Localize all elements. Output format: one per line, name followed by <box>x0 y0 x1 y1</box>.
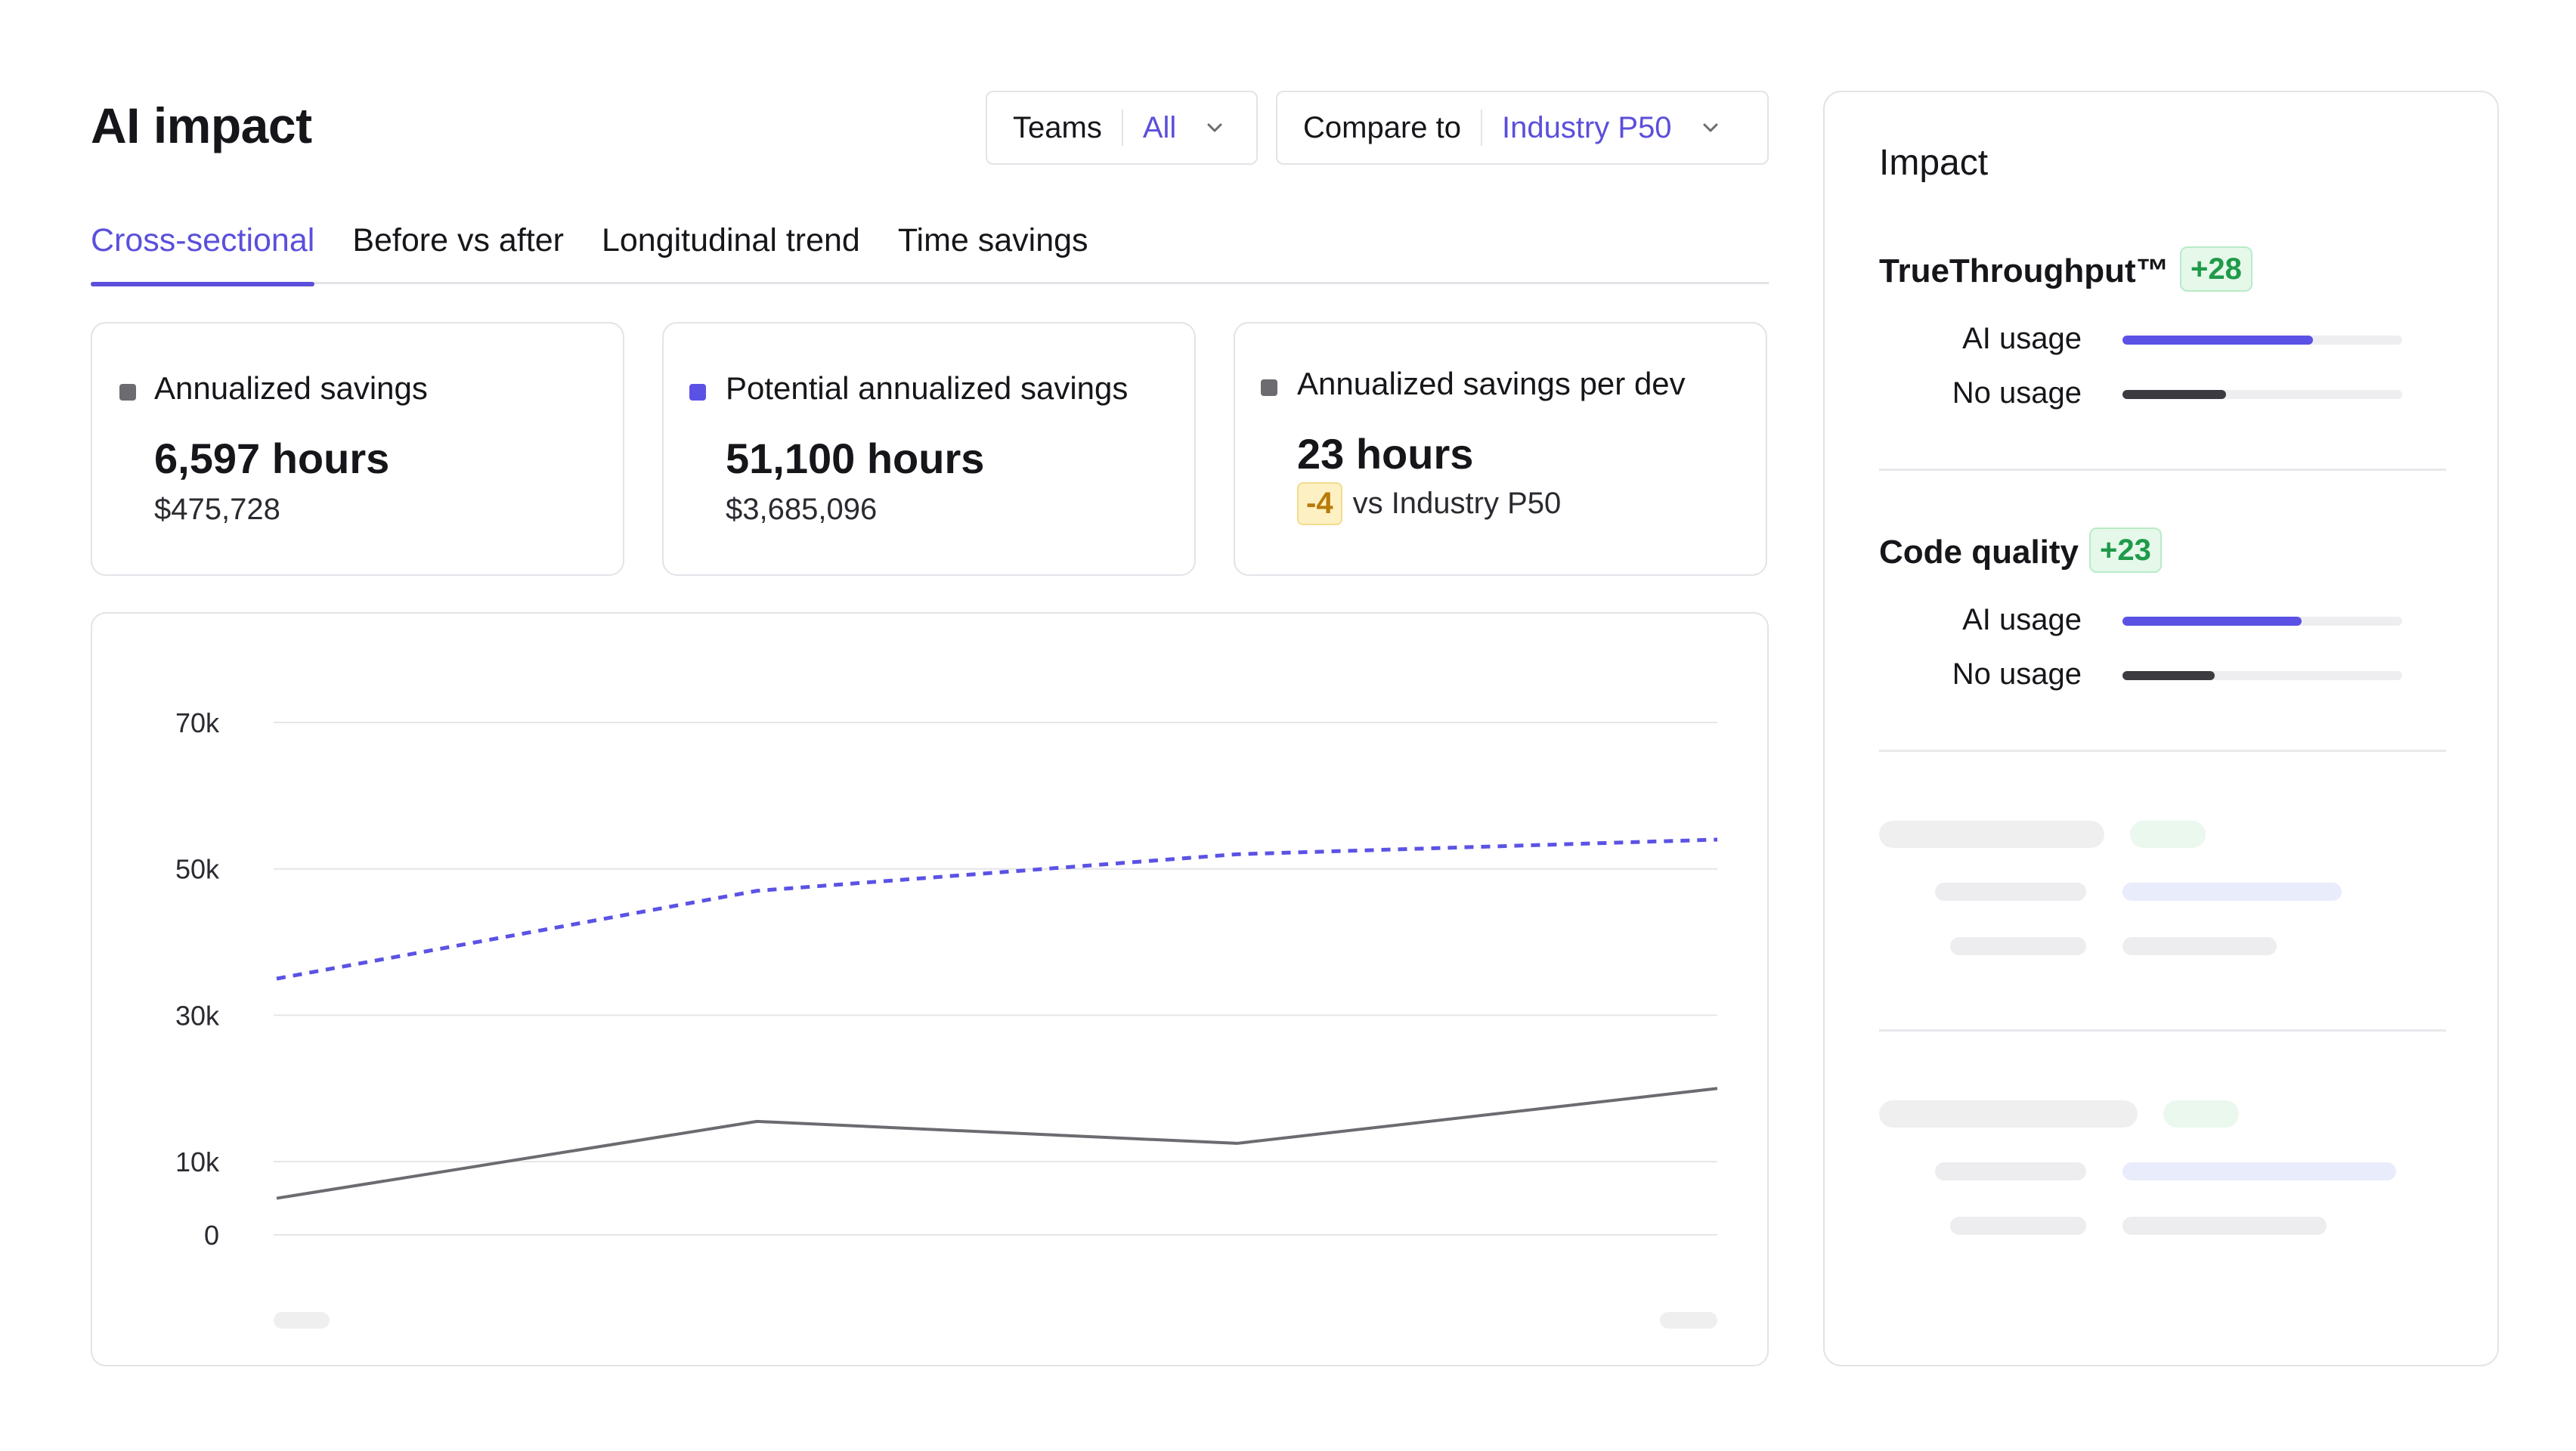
y-tick-label: 50k <box>175 854 220 885</box>
divider <box>1879 469 2446 471</box>
chevron-down-icon <box>1206 119 1223 136</box>
y-tick-label: 30k <box>175 1000 220 1031</box>
bar-fill <box>2122 671 2215 680</box>
y-tick-label: 0 <box>204 1220 219 1251</box>
teams-filter[interactable]: Teams All <box>986 91 1258 165</box>
card-comparison: -4 vs Industry P50 <box>1297 482 1561 525</box>
skeleton-placeholder <box>2130 821 2206 848</box>
no-usage-bar <box>2122 390 2402 399</box>
bar-label: AI usage <box>1962 603 2082 636</box>
delta-badge: -4 <box>1297 482 1342 525</box>
skeleton-placeholder <box>1879 821 2104 848</box>
card-value: 23 hours <box>1297 430 1474 478</box>
legend-marker <box>1261 379 1277 396</box>
bar-fill <box>2122 336 2313 345</box>
skeleton-placeholder <box>2163 1100 2239 1128</box>
compare-filter-value: Industry P50 <box>1501 110 1672 144</box>
savings-chart: 70k 50k 30k 10k 0 <box>91 612 1769 1366</box>
compare-filter[interactable]: Compare to Industry P50 <box>1276 91 1769 165</box>
tab-cross-sectional[interactable]: Cross-sectional <box>91 219 315 286</box>
card-label: Annualized savings per dev <box>1297 366 1686 401</box>
ai-usage-bar <box>2122 617 2402 626</box>
bar-label: AI usage <box>1962 322 2082 355</box>
tab-before-vs-after[interactable]: Before vs after <box>352 222 564 258</box>
annualized-savings-line <box>276 1087 1718 1200</box>
skeleton-placeholder <box>1935 883 2086 901</box>
x-tick-placeholder <box>1660 1312 1717 1329</box>
chart-canvas: 70k 50k 30k 10k 0 <box>175 707 1718 1329</box>
card-label: Potential annualized savings <box>726 370 1129 406</box>
skeleton-placeholder <box>1935 1162 2086 1180</box>
tab-time-savings[interactable]: Time savings <box>897 222 1088 258</box>
panel-title: Impact <box>1879 143 1989 183</box>
skeleton-placeholder <box>1950 1217 2086 1235</box>
no-usage-bar <box>2122 671 2402 680</box>
impact-panel: Impact TrueThroughput™ +28 AI usage No u… <box>1823 91 2499 1366</box>
skeleton-placeholder <box>1950 937 2086 955</box>
compare-filter-label: Compare to <box>1303 110 1461 144</box>
metric-delta-badge: +23 <box>2089 527 2162 573</box>
ai-usage-bar <box>2122 336 2402 345</box>
filter-separator <box>1121 110 1123 146</box>
metric-name-truethroughput: TrueThroughput™ <box>1879 252 2169 289</box>
savings-per-dev-card: Annualized savings per dev 23 hours -4 vs… <box>1234 322 1767 576</box>
legend-marker <box>689 384 706 401</box>
y-tick-label: 70k <box>175 707 220 738</box>
skeleton-placeholder <box>2122 937 2277 955</box>
view-tabs: Cross-sectional Before vs after Longitud… <box>91 219 1769 286</box>
filter-separator <box>1480 110 1482 146</box>
page-title: AI impact <box>91 97 312 153</box>
card-subvalue: $475,728 <box>154 493 280 526</box>
bar-fill <box>2122 390 2226 399</box>
card-value: 6,597 hours <box>154 435 390 482</box>
x-tick-placeholder <box>274 1312 330 1329</box>
metric-name-code-quality: Code quality <box>1879 534 2079 571</box>
skeleton-placeholder <box>2122 883 2342 901</box>
card-subvalue: $3,685,096 <box>726 493 878 526</box>
bar-label: No usage <box>1952 657 2082 691</box>
tab-longitudinal-trend[interactable]: Longitudinal trend <box>601 222 860 258</box>
comparison-label: vs Industry P50 <box>1352 487 1562 520</box>
skeleton-placeholder <box>2122 1217 2327 1235</box>
card-label: Annualized savings <box>154 370 428 406</box>
metric-delta-badge: +28 <box>2180 246 2252 292</box>
divider <box>1879 750 2446 752</box>
potential-savings-card: Potential annualized savings 51,100 hour… <box>662 322 1196 576</box>
chevron-down-icon <box>1702 119 1719 136</box>
bar-fill <box>2122 617 2302 626</box>
y-tick-label: 10k <box>175 1146 220 1177</box>
teams-filter-value: All <box>1142 110 1177 144</box>
card-value: 51,100 hours <box>726 435 985 482</box>
legend-marker <box>119 384 136 401</box>
divider <box>1879 1029 2446 1032</box>
skeleton-placeholder <box>2122 1162 2396 1180</box>
skeleton-placeholder <box>1879 1100 2138 1128</box>
annualized-savings-card: Annualized savings 6,597 hours $475,728 <box>91 322 624 576</box>
bar-label: No usage <box>1952 376 2082 410</box>
teams-filter-label: Teams <box>1013 110 1102 144</box>
potential-savings-line <box>276 837 1718 981</box>
